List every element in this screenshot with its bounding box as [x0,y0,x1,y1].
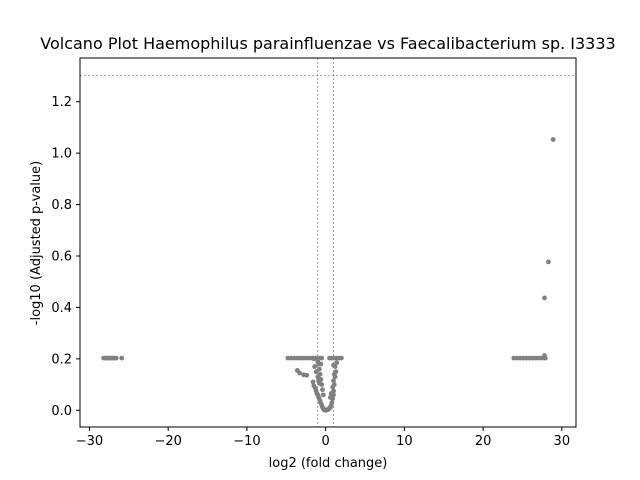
x-tick-label: 0 [321,434,329,449]
data-point [542,295,547,301]
data-point [319,355,325,361]
axes-frame [79,57,577,428]
y-tick-label: 1.2 [51,95,72,110]
data-point [331,382,337,387]
data-point [297,370,303,376]
data-point [327,395,333,400]
x-tick-label: −30 [76,434,103,449]
plot-frame [79,57,577,428]
data-point [119,355,125,361]
data-point [320,387,325,393]
data-point [311,356,317,362]
x-axis-label: log2 (fold change) [269,456,388,471]
y-axis-ticks: 0.0 0.2 0.4 0.6 0.8 1.0 1.2 [51,95,80,419]
y-tick-label: 0.6 [51,250,72,265]
data-point [318,377,324,382]
y-tick-label: 1.0 [51,147,72,162]
data-point [310,379,316,385]
data-point [317,371,323,377]
data-point [304,372,310,378]
data-point [319,382,325,387]
x-tick-label: 30 [554,434,571,449]
data-point [546,259,551,265]
x-tick-label: −10 [233,434,260,449]
x-tick-label: 10 [396,434,413,449]
data-point [333,369,339,375]
data-point [328,391,334,396]
data-point [320,392,326,398]
x-tick-label: −20 [154,434,181,449]
y-tick-label: 0.0 [51,404,72,419]
y-tick-label: 0.4 [51,301,72,316]
data-point [542,353,547,358]
data-point [316,366,322,372]
y-axis-label: -log10 (Adjusted p-value) [29,161,44,325]
data-point [312,364,318,369]
y-tick-label: 0.8 [51,198,72,213]
x-axis-ticks: −30 −20 −10 0 10 20 30 [76,427,570,449]
data-points [101,137,556,413]
data-point [338,355,344,361]
data-point [329,400,335,405]
data-point [550,137,556,142]
chart-title: Volcano Plot Haemophilus parainfluenzae … [40,34,615,53]
data-point [113,355,119,361]
data-point [331,362,336,368]
x-tick-label: 20 [475,434,492,449]
threshold-lines [80,58,576,427]
data-point [331,378,336,384]
y-tick-label: 0.2 [51,352,72,367]
data-point [316,361,321,367]
